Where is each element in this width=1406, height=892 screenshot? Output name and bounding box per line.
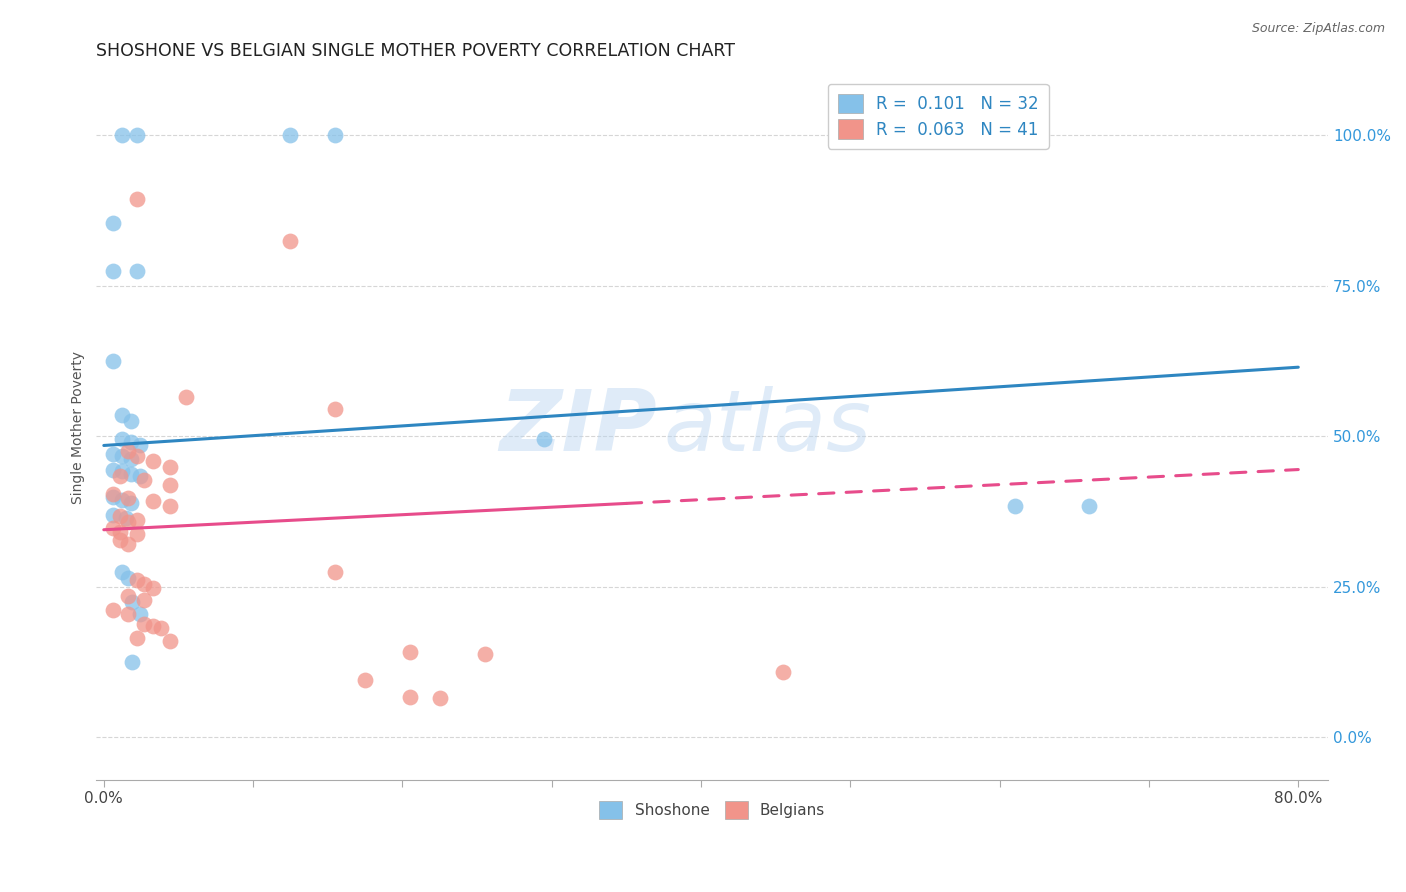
Point xyxy=(111,433,134,447)
Point xyxy=(111,464,134,478)
Point xyxy=(323,128,346,143)
Point xyxy=(128,607,150,621)
Point xyxy=(1078,499,1101,513)
Point xyxy=(120,435,142,450)
Point xyxy=(121,655,143,669)
Point xyxy=(111,449,134,463)
Point xyxy=(101,486,124,500)
Point xyxy=(149,621,172,635)
Point xyxy=(128,438,150,452)
Point xyxy=(110,508,132,523)
Point xyxy=(772,665,794,680)
Point xyxy=(142,494,165,508)
Point xyxy=(110,533,132,547)
Point xyxy=(101,448,124,462)
Point xyxy=(174,390,197,404)
Point xyxy=(125,264,148,278)
Point xyxy=(110,524,132,539)
Point xyxy=(125,573,148,587)
Point xyxy=(101,462,124,476)
Text: Source: ZipAtlas.com: Source: ZipAtlas.com xyxy=(1251,22,1385,36)
Point xyxy=(117,607,139,621)
Point xyxy=(120,496,142,510)
Point xyxy=(128,468,150,483)
Y-axis label: Single Mother Poverty: Single Mother Poverty xyxy=(72,351,86,504)
Point xyxy=(110,468,132,483)
Point xyxy=(533,433,555,447)
Point xyxy=(117,491,139,505)
Legend: Shoshone, Belgians: Shoshone, Belgians xyxy=(593,795,831,825)
Text: ZIP: ZIP xyxy=(499,386,657,469)
Point xyxy=(120,414,142,428)
Point xyxy=(101,354,124,368)
Point xyxy=(134,577,156,591)
Point xyxy=(142,453,165,467)
Point xyxy=(111,409,134,423)
Point xyxy=(120,467,142,481)
Point xyxy=(101,603,124,617)
Point xyxy=(142,581,165,595)
Point xyxy=(134,593,156,607)
Point xyxy=(1004,499,1026,513)
Point xyxy=(117,589,139,603)
Point xyxy=(117,444,139,458)
Point xyxy=(117,515,139,529)
Point xyxy=(125,527,148,541)
Point xyxy=(429,691,451,706)
Point xyxy=(125,512,148,526)
Point xyxy=(101,264,124,278)
Point xyxy=(159,477,181,491)
Point xyxy=(117,536,139,550)
Point xyxy=(280,234,302,248)
Point xyxy=(159,634,181,648)
Point xyxy=(125,128,148,143)
Point xyxy=(101,216,124,230)
Point xyxy=(125,192,148,206)
Point xyxy=(354,673,377,688)
Point xyxy=(101,490,124,504)
Point xyxy=(101,508,124,522)
Point xyxy=(111,492,134,507)
Point xyxy=(134,473,156,487)
Text: atlas: atlas xyxy=(664,386,870,469)
Point xyxy=(101,521,124,535)
Point xyxy=(115,510,138,524)
Point xyxy=(120,452,142,467)
Point xyxy=(134,617,156,632)
Point xyxy=(474,648,496,662)
Point xyxy=(323,565,346,579)
Text: SHOSHONE VS BELGIAN SINGLE MOTHER POVERTY CORRELATION CHART: SHOSHONE VS BELGIAN SINGLE MOTHER POVERT… xyxy=(97,42,735,60)
Point xyxy=(111,565,134,579)
Point xyxy=(323,402,346,417)
Point xyxy=(399,645,422,659)
Point xyxy=(159,459,181,474)
Point xyxy=(159,499,181,513)
Point xyxy=(280,128,302,143)
Point xyxy=(117,571,139,585)
Point xyxy=(399,690,422,704)
Point xyxy=(111,128,134,143)
Point xyxy=(125,631,148,645)
Point xyxy=(121,595,143,609)
Point xyxy=(125,449,148,463)
Point xyxy=(142,619,165,633)
